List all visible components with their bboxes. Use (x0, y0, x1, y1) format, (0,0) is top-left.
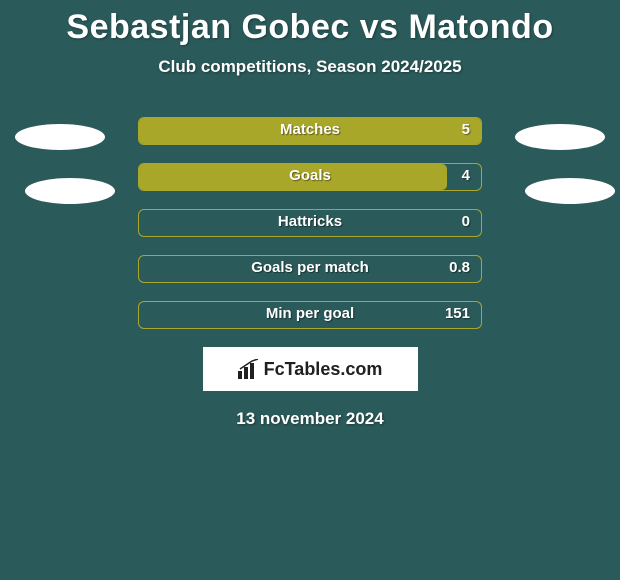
page-title: Sebastjan Gobec vs Matondo (0, 0, 620, 47)
stat-bar-outline (138, 301, 482, 329)
stat-value: 0.8 (449, 259, 470, 276)
brand-logo: FcTables.com (238, 359, 383, 380)
bar-chart-icon (238, 359, 260, 379)
comparison-card: Sebastjan Gobec vs Matondo Club competit… (0, 0, 620, 580)
stat-bar-outline (138, 209, 482, 237)
stat-value: 4 (462, 167, 470, 184)
brand-text: FcTables.com (264, 359, 383, 380)
date-text: 13 november 2024 (0, 409, 620, 429)
stat-bar-outline (138, 255, 482, 283)
stat-bar-fill (139, 164, 447, 190)
stats-list: Matches5 Goals4 Hattricks0 Goals per match0… (0, 117, 620, 329)
stat-row: Goals4 (0, 163, 620, 191)
brand-logo-box: FcTables.com (203, 347, 418, 391)
stat-value: 151 (445, 305, 470, 322)
stat-row: Hattricks0 (0, 209, 620, 237)
stat-bar-fill (139, 118, 481, 144)
stat-value: 5 (462, 121, 470, 138)
stat-row: Matches5 (0, 117, 620, 145)
stat-value: 0 (462, 213, 470, 230)
stat-row: Goals per match0.8 (0, 255, 620, 283)
subtitle: Club competitions, Season 2024/2025 (0, 57, 620, 77)
stat-row: Min per goal151 (0, 301, 620, 329)
